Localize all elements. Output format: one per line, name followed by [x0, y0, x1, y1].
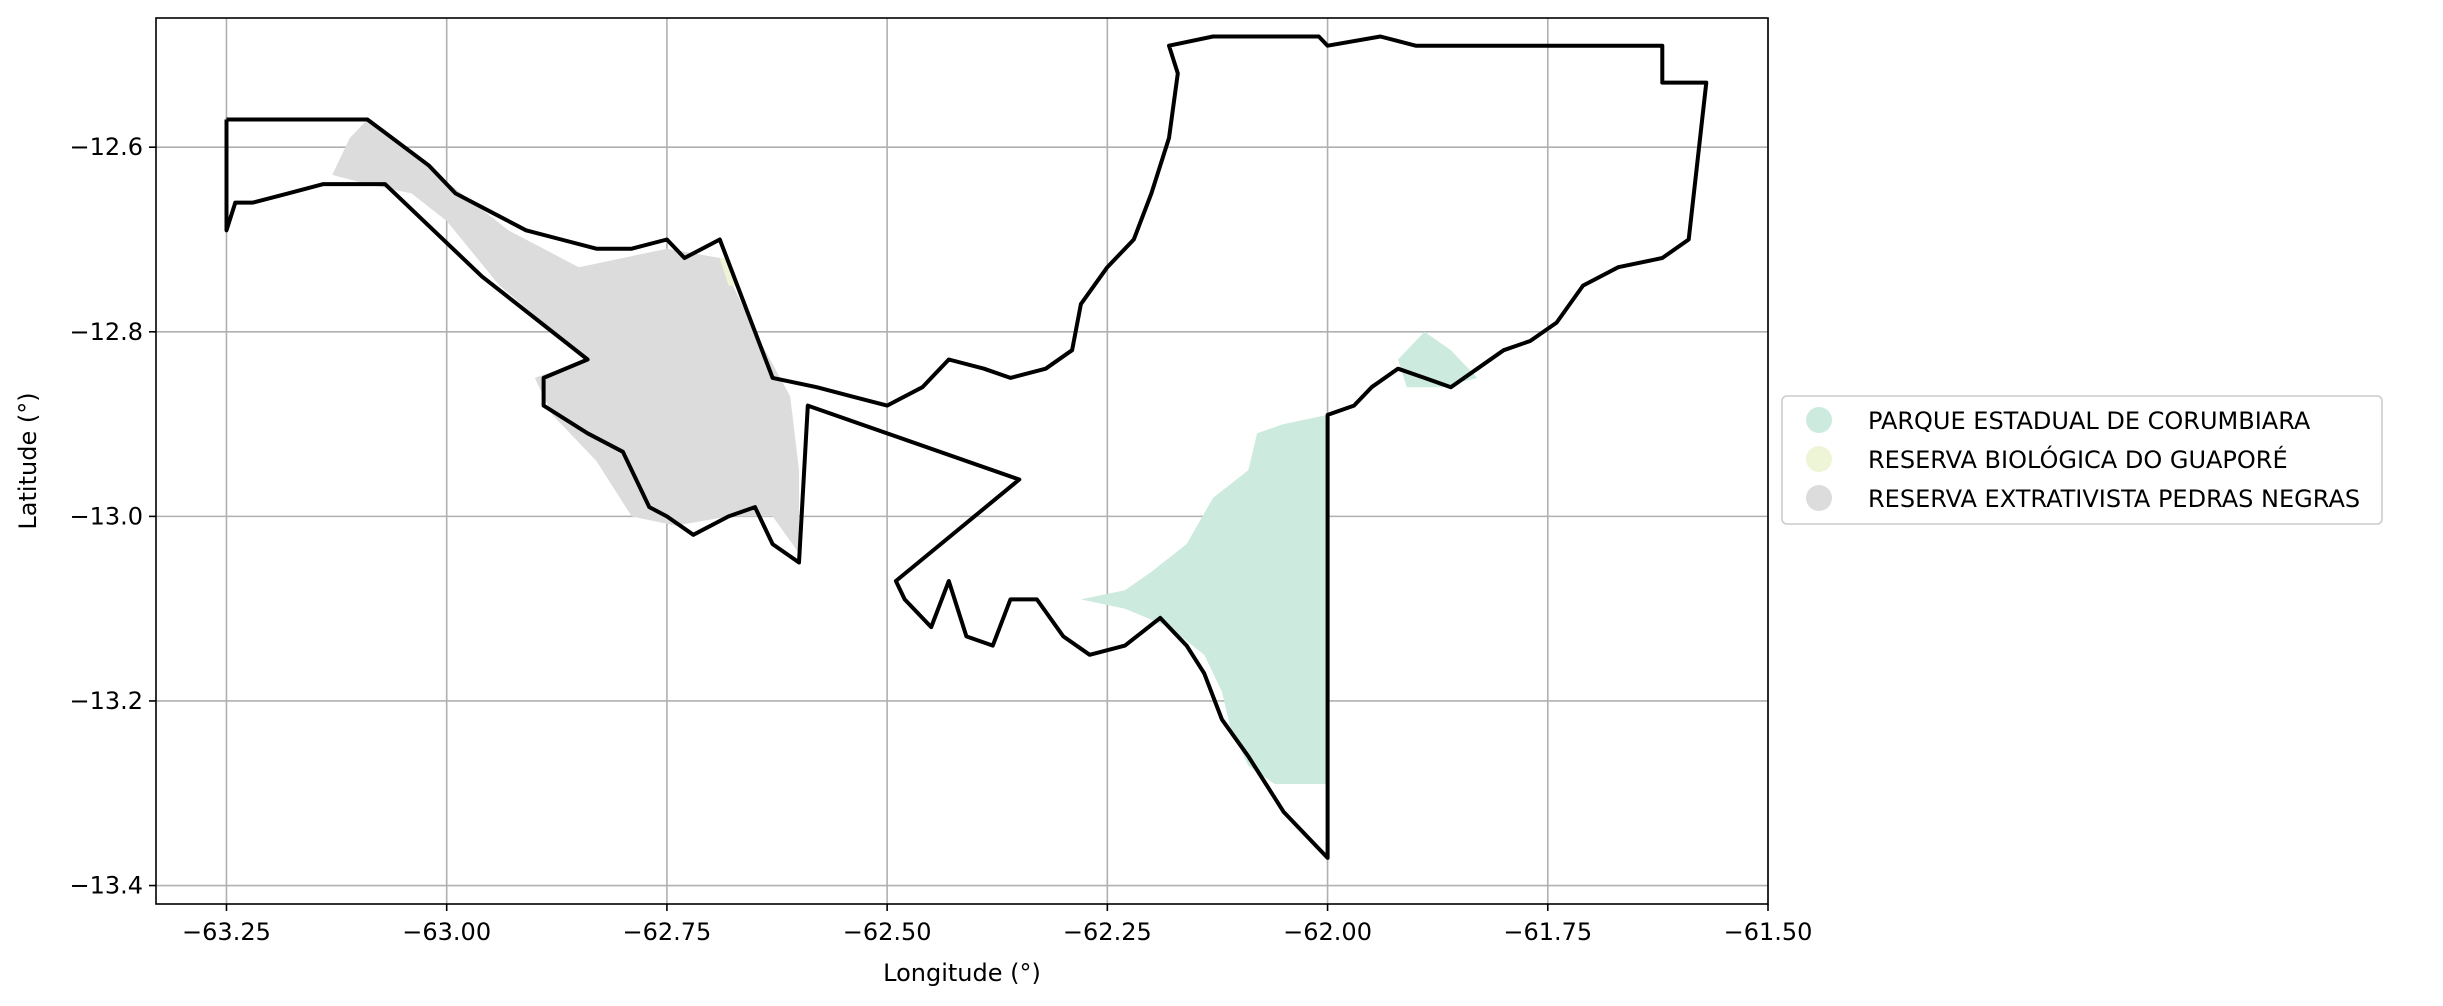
x-tick-label: −62.00 [1283, 918, 1372, 946]
legend-marker [1806, 446, 1832, 472]
protected-areas [332, 119, 1478, 784]
x-tick-label: −63.00 [402, 918, 491, 946]
x-tick-label: −62.50 [843, 918, 932, 946]
y-tick-label: −13.2 [69, 687, 143, 715]
x-axis-label: Longitude (°) [883, 959, 1041, 987]
legend-label: PARQUE ESTADUAL DE CORUMBIARA [1868, 407, 2311, 435]
y-tick-label: −12.8 [69, 318, 143, 346]
legend: PARQUE ESTADUAL DE CORUMBIARA RESERVA BIO… [1781, 395, 2383, 525]
x-axis-ticks: −63.25 −63.00 −62.75 −62.50 −62.25 −62.00 −61.… [182, 904, 1812, 946]
region-reserva-extrativista-pedras-negras [332, 119, 799, 554]
legend-marker [1806, 485, 1832, 511]
y-tick-label: −12.6 [69, 133, 143, 161]
region-parque-estadual-de-corumbiara [1398, 331, 1478, 388]
boundary-west [224, 34, 1709, 860]
boundary-lines [224, 34, 1709, 860]
y-tick-label: −13.4 [69, 872, 143, 900]
legend-label: RESERVA BIOLÓGICA DO GUAPORÉ [1868, 444, 2288, 474]
legend-box [1781, 395, 2383, 525]
y-axis-ticks: −12.6 −12.8 −13.0 −13.2 −13.4 [69, 133, 156, 900]
x-tick-label: −62.75 [622, 918, 711, 946]
axes-frame [155, 17, 1769, 905]
y-tick-label: −13.0 [69, 502, 143, 530]
x-tick-label: −61.50 [1724, 918, 1813, 946]
region-parque-estadual-de-corumbiara [1080, 414, 1328, 784]
legend-marker [1806, 407, 1832, 433]
x-tick-label: −62.25 [1063, 918, 1152, 946]
x-tick-label: −63.25 [182, 918, 271, 946]
legend-label: RESERVA EXTRATIVISTA PEDRAS NEGRAS [1868, 485, 2360, 513]
y-axis-label: Latitude (°) [14, 392, 42, 529]
x-tick-label: −61.75 [1503, 918, 1592, 946]
